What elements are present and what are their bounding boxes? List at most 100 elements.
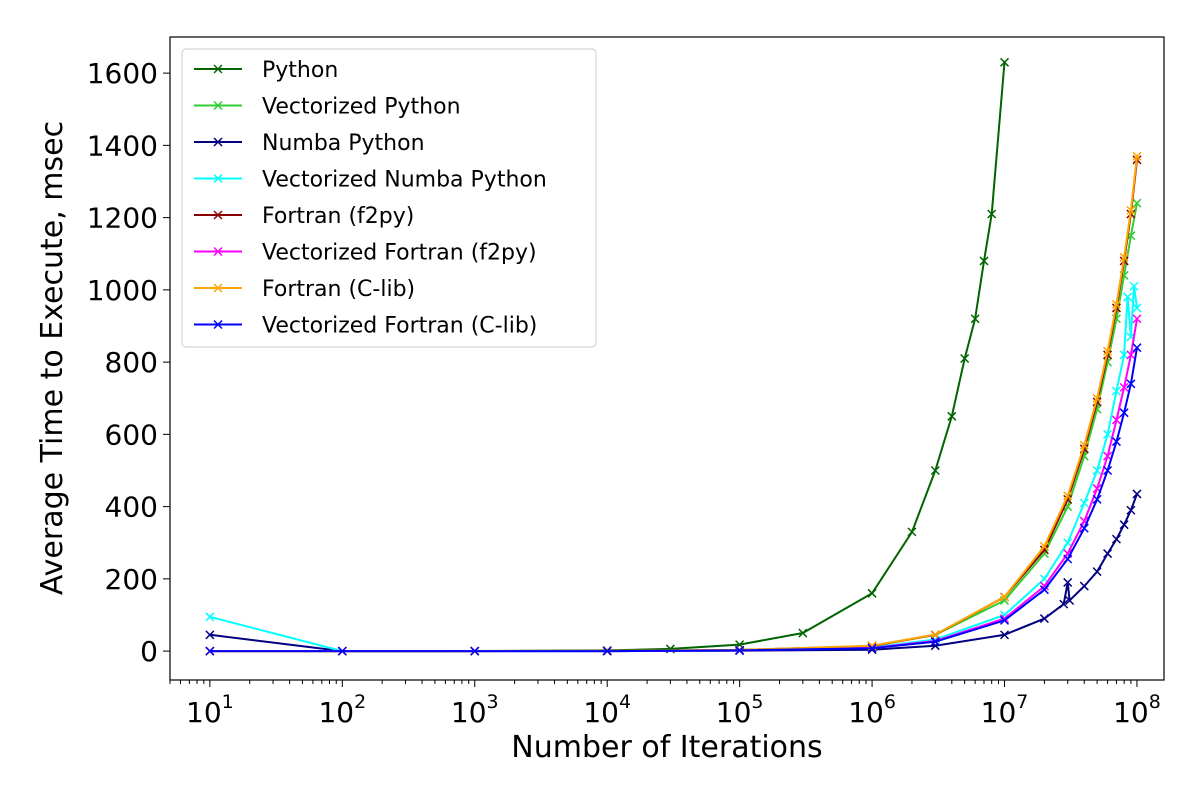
data-point-marker <box>1079 581 1089 591</box>
data-point-marker <box>1126 350 1136 360</box>
legend-marker <box>213 283 223 293</box>
legend-marker <box>213 100 223 111</box>
data-point-marker <box>1132 151 1142 161</box>
data-point-marker <box>602 646 612 656</box>
data-point-marker <box>1039 614 1049 624</box>
data-point-marker <box>1079 523 1089 533</box>
y-tick-label: 400 <box>105 491 158 524</box>
legend-label: Numba Python <box>262 131 425 156</box>
series-layer <box>205 57 1142 656</box>
data-point-marker <box>1111 415 1121 425</box>
y-tick-label: 800 <box>105 346 158 379</box>
data-point-marker <box>1123 292 1133 302</box>
legend-marker <box>213 210 223 220</box>
data-point-marker <box>205 630 215 640</box>
legend-label: Fortran (C-lib) <box>262 277 415 302</box>
y-tick-label: 1400 <box>87 129 158 162</box>
data-point-marker <box>999 57 1010 67</box>
data-point-marker <box>970 314 980 324</box>
data-point-marker <box>1103 429 1113 439</box>
x-tick-label: 106 <box>848 691 896 729</box>
legend-box <box>181 48 597 348</box>
x-tick-label: 108 <box>1113 691 1161 729</box>
data-point-marker <box>1059 599 1069 609</box>
data-point-marker <box>1039 545 1049 555</box>
data-point-marker <box>1126 379 1136 389</box>
data-point-marker <box>999 630 1010 640</box>
data-point-marker <box>1092 567 1102 577</box>
data-point-marker <box>1126 205 1136 215</box>
data-point-marker <box>1103 549 1113 559</box>
data-point-marker <box>1092 393 1102 403</box>
y-tick-label: 1000 <box>87 274 158 307</box>
data-point-marker <box>1092 465 1102 476</box>
y-tick-label: 0 <box>140 635 158 668</box>
data-point-marker <box>205 612 215 622</box>
data-point-marker <box>867 643 877 653</box>
legend-marker <box>213 319 223 330</box>
x-tick-label: 102 <box>318 691 366 729</box>
data-point-marker <box>1132 343 1142 353</box>
data-point-marker <box>1119 408 1129 418</box>
y-axis-title: Average Time to Execute, msec <box>35 121 70 595</box>
x-tick-label: 105 <box>716 691 764 729</box>
data-point-marker <box>1119 382 1129 392</box>
data-point-marker <box>1111 299 1121 309</box>
legend-label: Vectorized Fortran (f2py) <box>262 241 537 266</box>
data-point-marker <box>735 645 745 655</box>
data-point-marker <box>930 637 940 647</box>
data-point-marker <box>1119 350 1129 360</box>
data-point-marker <box>1065 595 1075 606</box>
data-point-marker <box>470 646 480 656</box>
x-tick-label: 104 <box>583 691 631 729</box>
legend-label: Python <box>262 58 338 83</box>
x-axis-title: Number of Iterations <box>511 730 822 765</box>
legend-marker <box>213 64 223 74</box>
data-point-marker <box>1063 554 1073 564</box>
data-point-marker <box>1092 494 1102 504</box>
data-point-marker <box>930 629 940 640</box>
data-point-marker <box>1119 520 1129 530</box>
x-axis-ticks: 101 102 103 104 105 106 107 108 <box>169 680 1161 729</box>
legend-marker <box>213 137 223 147</box>
data-point-marker <box>1039 541 1049 551</box>
data-point-marker <box>947 411 957 421</box>
legend-entry: Python <box>194 58 338 83</box>
x-tick-label: 101 <box>186 691 234 729</box>
data-point-marker <box>1119 252 1129 262</box>
legend-label: Vectorized Numba Python <box>262 168 547 193</box>
plot-area-frame <box>169 36 1165 681</box>
data-point-marker <box>1103 346 1113 356</box>
legend-label: Fortran (f2py) <box>262 204 414 229</box>
legend-label: Vectorized Python <box>262 95 461 120</box>
data-point-marker <box>1111 534 1121 544</box>
data-point-marker <box>999 615 1010 625</box>
data-point-marker <box>1129 281 1139 291</box>
x-tick-label: 103 <box>451 691 499 729</box>
data-point-marker <box>999 592 1010 602</box>
data-point-marker <box>1063 491 1073 501</box>
legend: Python Vectorized Python Numba Python Vecto… <box>181 48 597 348</box>
data-point-marker <box>1132 198 1142 208</box>
data-point-marker <box>1132 303 1142 313</box>
legend-marker <box>213 246 223 257</box>
legend-entry: Vectorized Numba Python <box>194 168 547 193</box>
data-point-marker <box>1126 505 1136 515</box>
series-8 <box>205 343 1142 656</box>
legend-entry: Vectorized Python <box>194 95 461 120</box>
legend-entry: Vectorized Fortran (f2py) <box>194 241 537 266</box>
data-point-marker <box>1039 585 1049 595</box>
data-point-marker <box>867 588 877 598</box>
data-point-marker <box>987 209 997 219</box>
data-point-marker <box>1111 437 1121 447</box>
y-tick-label: 200 <box>105 563 158 596</box>
legend-entry: Numba Python <box>194 131 425 156</box>
data-point-marker <box>1132 489 1142 499</box>
legend-label: Vectorized Fortran (C-lib) <box>262 314 537 339</box>
data-point-marker <box>1132 314 1142 324</box>
x-tick-label: 107 <box>981 691 1029 729</box>
data-point-marker <box>1063 577 1073 587</box>
legend-entry: Fortran (f2py) <box>194 204 414 229</box>
y-tick-label: 1600 <box>87 57 158 90</box>
